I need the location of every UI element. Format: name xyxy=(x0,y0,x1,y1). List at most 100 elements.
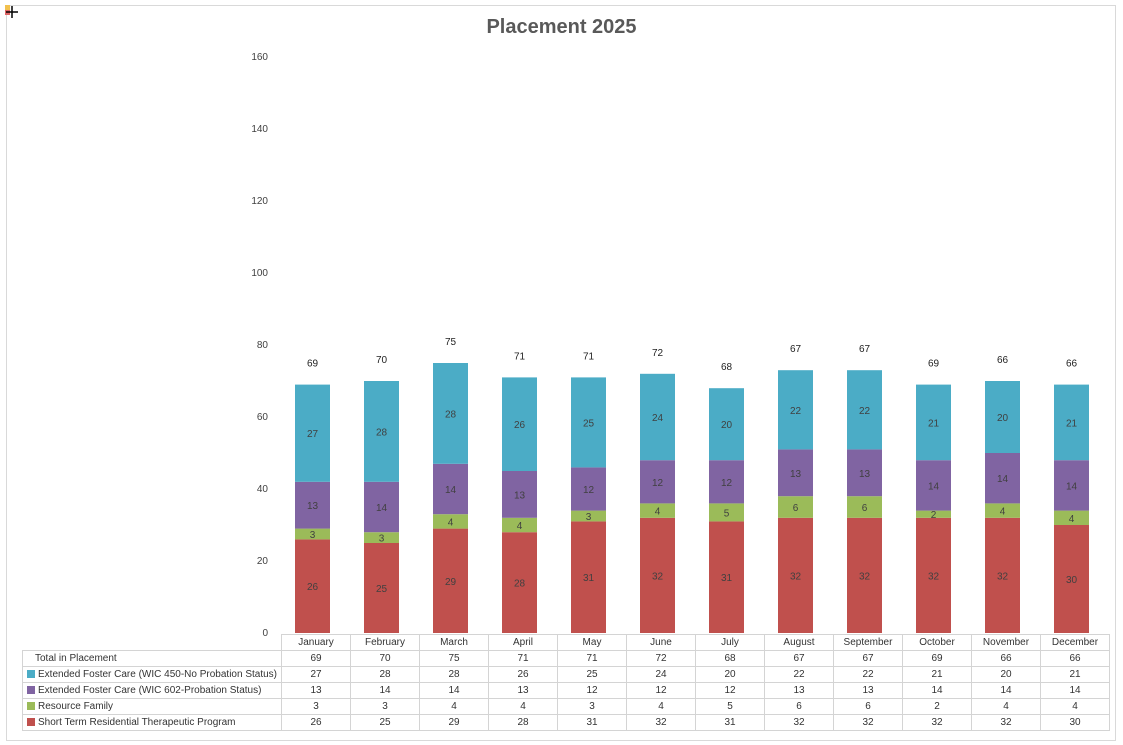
table-cell: 6 xyxy=(764,698,834,715)
bar-segment xyxy=(571,510,606,522)
data-label: 29 xyxy=(445,577,457,588)
bar-segment xyxy=(640,503,675,518)
bar-segment xyxy=(640,517,675,633)
data-label: 32 xyxy=(652,571,664,582)
bar-segment xyxy=(985,517,1020,633)
table-column-header: January xyxy=(281,634,351,651)
data-label: 20 xyxy=(997,413,1009,424)
data-label: 3 xyxy=(310,530,316,541)
table-cell: 14 xyxy=(1040,682,1110,699)
data-table: January February March April May June July Augu… xyxy=(22,634,1110,731)
data-label: 25 xyxy=(376,584,388,595)
bar-segment xyxy=(640,460,675,504)
bar-segment xyxy=(847,517,882,633)
bar-segment xyxy=(364,481,399,533)
bar-segment xyxy=(295,384,330,482)
bar-segment xyxy=(847,449,882,497)
table-cell: 28 xyxy=(488,714,558,731)
table-cell: 14 xyxy=(350,682,420,699)
bar-segment xyxy=(916,384,951,461)
data-label: 31 xyxy=(583,573,595,584)
table-column-header: December xyxy=(1040,634,1110,651)
table-cell: 25 xyxy=(350,714,420,731)
data-label: 14 xyxy=(376,503,388,514)
data-label: 32 xyxy=(997,571,1009,582)
bar-segment xyxy=(571,521,606,633)
total-label: 67 xyxy=(790,344,802,355)
table-cell: 31 xyxy=(695,714,765,731)
table-row-header: Resource Family xyxy=(22,698,282,715)
data-label: 21 xyxy=(1066,418,1078,429)
data-label: 28 xyxy=(514,579,526,590)
data-label: 14 xyxy=(1066,481,1078,492)
table-row: Resource Family 3 3 4 4 3 4 5 6 6 2 4 4 xyxy=(22,698,1110,715)
chart-title: Placement 2025 xyxy=(486,16,637,38)
table-column-header: July xyxy=(695,634,765,651)
table-cell: 22 xyxy=(833,666,903,683)
data-label: 21 xyxy=(928,418,940,429)
table-cell: 4 xyxy=(971,698,1041,715)
table-cell: 12 xyxy=(557,682,627,699)
table-cell: 13 xyxy=(488,682,558,699)
data-label: 3 xyxy=(586,512,592,523)
bar-segment xyxy=(847,496,882,518)
table-cell: 3 xyxy=(557,698,627,715)
table-cell: 4 xyxy=(488,698,558,715)
bar-segment xyxy=(364,543,399,633)
total-label: 70 xyxy=(376,355,388,366)
bar-segment xyxy=(847,370,882,450)
data-label: 31 xyxy=(721,573,733,584)
data-label: 20 xyxy=(721,420,733,431)
bar-segment xyxy=(1054,525,1089,633)
data-label: 28 xyxy=(445,409,457,420)
table-column-header: August xyxy=(764,634,834,651)
chart-frame xyxy=(6,5,1116,741)
table-cell: 66 xyxy=(971,650,1041,667)
data-label: 5 xyxy=(724,508,730,519)
total-label: 67 xyxy=(859,344,871,355)
data-label: 12 xyxy=(652,478,664,489)
y-tick-label: 140 xyxy=(251,124,268,135)
table-row: Short Term Residential Therapeutic Progr… xyxy=(22,714,1110,731)
data-label: 6 xyxy=(793,503,799,514)
bar-segment xyxy=(709,503,744,522)
table-cell: 12 xyxy=(695,682,765,699)
data-label: 4 xyxy=(1069,514,1075,525)
y-tick-label: 60 xyxy=(257,412,269,423)
bar-segment xyxy=(502,471,537,518)
table-cell: 69 xyxy=(902,650,972,667)
bar-segment xyxy=(916,460,951,511)
table-cell: 30 xyxy=(1040,714,1110,731)
table-column-header: March xyxy=(419,634,489,651)
bar-segment xyxy=(571,467,606,511)
table-column-header: November xyxy=(971,634,1041,651)
legend-key-icon xyxy=(27,686,35,694)
data-label: 2 xyxy=(931,510,937,521)
table-row: Total in Placement 69 70 75 71 71 72 68 67 67 69 66… xyxy=(22,650,1110,667)
total-label: 69 xyxy=(928,359,940,370)
bar-segment xyxy=(985,453,1020,504)
bar-segment xyxy=(502,532,537,633)
table-cell: 32 xyxy=(833,714,903,731)
table-cell: 66 xyxy=(1040,650,1110,667)
data-label: 27 xyxy=(307,429,319,440)
bar-segment xyxy=(916,510,951,518)
data-label: 13 xyxy=(514,490,526,501)
data-label: 12 xyxy=(721,478,733,489)
table-cell: 27 xyxy=(281,666,351,683)
table-cell: 26 xyxy=(281,714,351,731)
table-cell: 71 xyxy=(488,650,558,667)
data-label: 4 xyxy=(1000,507,1006,518)
table-cell: 3 xyxy=(281,698,351,715)
table-cell: 13 xyxy=(833,682,903,699)
table-column-header: February xyxy=(350,634,420,651)
data-label: 13 xyxy=(307,501,319,512)
table-cell: 21 xyxy=(1040,666,1110,683)
legend-key-icon xyxy=(27,702,35,710)
data-label: 30 xyxy=(1066,575,1078,586)
table-cell: 26 xyxy=(488,666,558,683)
table-cell: 14 xyxy=(971,682,1041,699)
table-cell: 4 xyxy=(419,698,489,715)
table-column-header: October xyxy=(902,634,972,651)
total-label: 69 xyxy=(307,359,319,370)
